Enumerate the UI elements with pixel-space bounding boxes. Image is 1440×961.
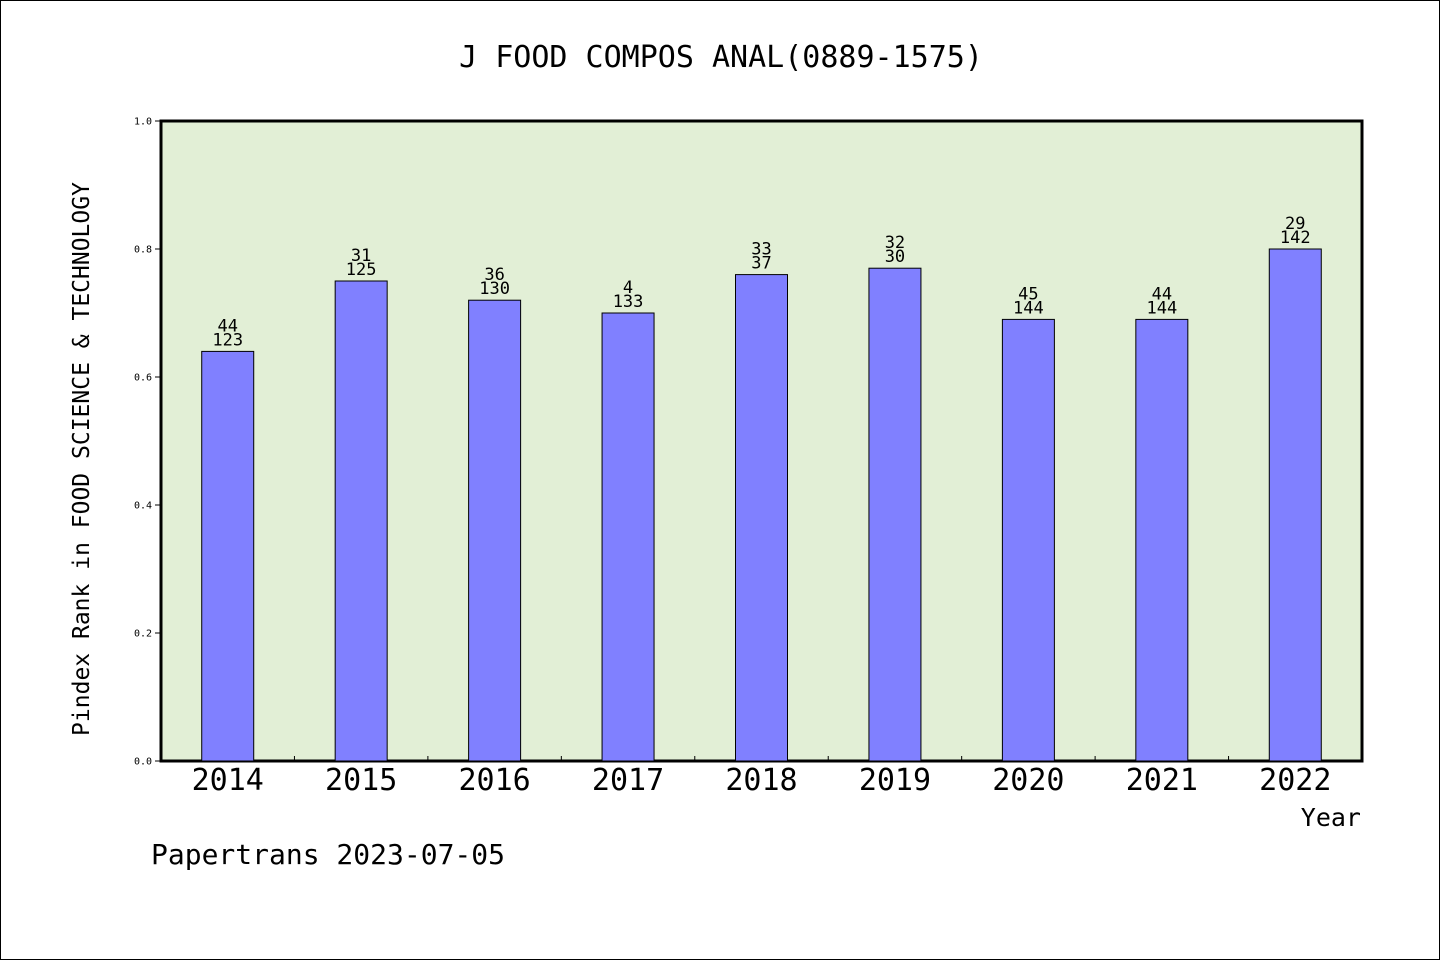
x-tick-label: 2017: [592, 763, 664, 798]
footer-text: Papertrans 2023-07-05: [151, 838, 505, 871]
y-tick-label: 0.4: [134, 501, 152, 512]
bar-total-label: 125: [346, 260, 377, 280]
bar-total-label: 133: [613, 292, 644, 312]
bar: [868, 267, 922, 762]
x-tick-label: 2016: [458, 763, 530, 798]
bar: [735, 274, 788, 762]
bar-rank-label: 45: [1018, 284, 1038, 304]
y-tick-label: 0.0: [134, 757, 152, 768]
bar-total-label: 123: [212, 330, 243, 350]
x-tick-label: 2020: [992, 763, 1064, 798]
bar-total-label: 142: [1280, 228, 1311, 248]
bar-rank-label: 31: [351, 246, 371, 266]
y-axis-ticks: 0.0 0.2 0.4 0.6 0.8 1.0: [134, 117, 161, 768]
bar-rank-label: 32: [885, 233, 905, 253]
y-tick-label: 0.6: [134, 373, 152, 384]
x-axis-ticks: 2014 2015 2016 2017 2018 2019 2020 2021 2022: [192, 756, 1331, 798]
x-tick-label: 2014: [192, 763, 264, 798]
y-tick-label: 0.8: [134, 245, 152, 256]
bar: [201, 350, 255, 762]
x-axis-label: Year: [1301, 803, 1361, 832]
x-tick-label: 2021: [1126, 763, 1198, 798]
x-tick-label: 2022: [1259, 763, 1331, 798]
bar-rank-label: 33: [751, 240, 771, 260]
x-tick-label: 2015: [325, 763, 397, 798]
x-tick-label: 2019: [859, 763, 931, 798]
chart-title: J FOOD COMPOS ANAL(0889-1575): [459, 40, 983, 75]
bar-total-label: 30: [885, 247, 905, 267]
bar: [1268, 248, 1322, 762]
x-tick-label: 2018: [725, 763, 797, 798]
bar-total-label: 130: [479, 279, 510, 299]
bar: [468, 299, 522, 762]
bar: [1135, 318, 1189, 762]
bar: [334, 280, 388, 762]
bar-rank-label: 44: [217, 316, 237, 336]
bar: [601, 312, 655, 762]
bar: [1001, 318, 1055, 762]
bar-total-label: 37: [751, 254, 771, 274]
bar-rank-label: 29: [1285, 214, 1305, 234]
y-tick-label: 1.0: [134, 117, 152, 128]
bar-rank-label: 44: [1152, 284, 1172, 304]
bar-total-label: 144: [1146, 298, 1177, 318]
bar-rank-label: 36: [484, 265, 504, 285]
y-axis-label: Pindex Rank in FOOD SCIENCE & TECHNOLOGY: [69, 182, 95, 736]
bar-total-label: 144: [1013, 298, 1044, 318]
bar-rank-label: 4: [623, 278, 633, 298]
y-tick-label: 0.2: [134, 629, 152, 640]
